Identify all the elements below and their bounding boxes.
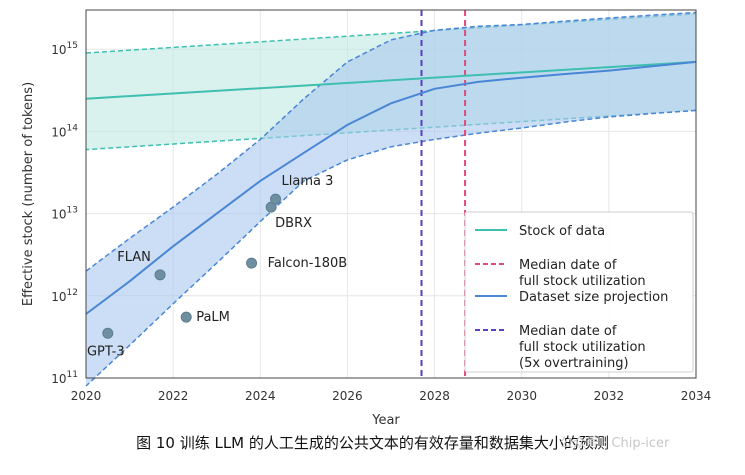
data-point — [102, 327, 114, 339]
series-lower-bound — [85, 109, 697, 387]
y-axis-label: Effective stock (number of tokens) — [21, 82, 36, 306]
legend-label: Dataset size projection — [519, 290, 668, 305]
y-tick-label: 1014 — [51, 123, 78, 139]
x-tick-label: 2024 — [245, 389, 276, 403]
legend-label: Stock of data — [519, 224, 605, 239]
legend-label: Median date of full stock utilization (5x … — [519, 324, 646, 371]
watermark: 公众号 · Chip-icer — [560, 436, 670, 451]
x-tick-label: 2028 — [419, 389, 450, 403]
figure-caption: 图 10 训练 LLM 的人工生成的公共文本的有效存量和数据集大小的预测 — [136, 434, 609, 452]
data-point — [246, 257, 258, 269]
x-tick-label: 2034 — [681, 389, 712, 403]
data-point-label: Falcon-180B — [268, 256, 348, 271]
series-band — [86, 12, 696, 386]
series-upper-bound — [85, 11, 697, 272]
vertical-lines — [420, 10, 467, 378]
y-tick-label: 1015 — [51, 41, 78, 57]
series-upper-bound — [85, 13, 697, 54]
data-point-label: GPT-3 — [87, 344, 125, 359]
legend: Stock of data Median date of full stock ut… — [464, 211, 694, 373]
series-lines — [85, 60, 697, 315]
data-point — [154, 269, 166, 281]
data-point-label: Llama 3 — [282, 174, 334, 189]
data-point-label: FLAN — [117, 250, 151, 265]
plot-frame — [85, 9, 697, 379]
x-tick-label: 2022 — [158, 389, 189, 403]
legend-label: Median date of full stock utilization — [519, 258, 646, 289]
data-point — [180, 311, 192, 323]
series-line — [85, 60, 697, 315]
data-point-label: PaLM — [196, 310, 230, 325]
x-tick-label: 2020 — [71, 389, 102, 403]
y-tick-label: 1013 — [51, 206, 78, 222]
x-tick-label: 2030 — [506, 389, 537, 403]
bands — [85, 11, 697, 387]
axes: 2020 2022 2024 2026 2028 2030 2032 2034 1011 1012… — [21, 9, 712, 428]
series-line — [85, 60, 697, 100]
data-points: GPT-3 FLAN PaLM Falcon-180B DBRX Llama 3 — [87, 174, 347, 359]
x-axis-label: Year — [371, 413, 400, 428]
x-tick-label: 2026 — [332, 389, 363, 403]
y-tick-label: 1012 — [51, 288, 78, 304]
legend-box — [464, 211, 694, 373]
x-tick-label: 2032 — [594, 389, 625, 403]
data-point — [270, 193, 282, 205]
y-tick-label: 1011 — [51, 370, 78, 386]
data-point-label: DBRX — [275, 216, 312, 231]
